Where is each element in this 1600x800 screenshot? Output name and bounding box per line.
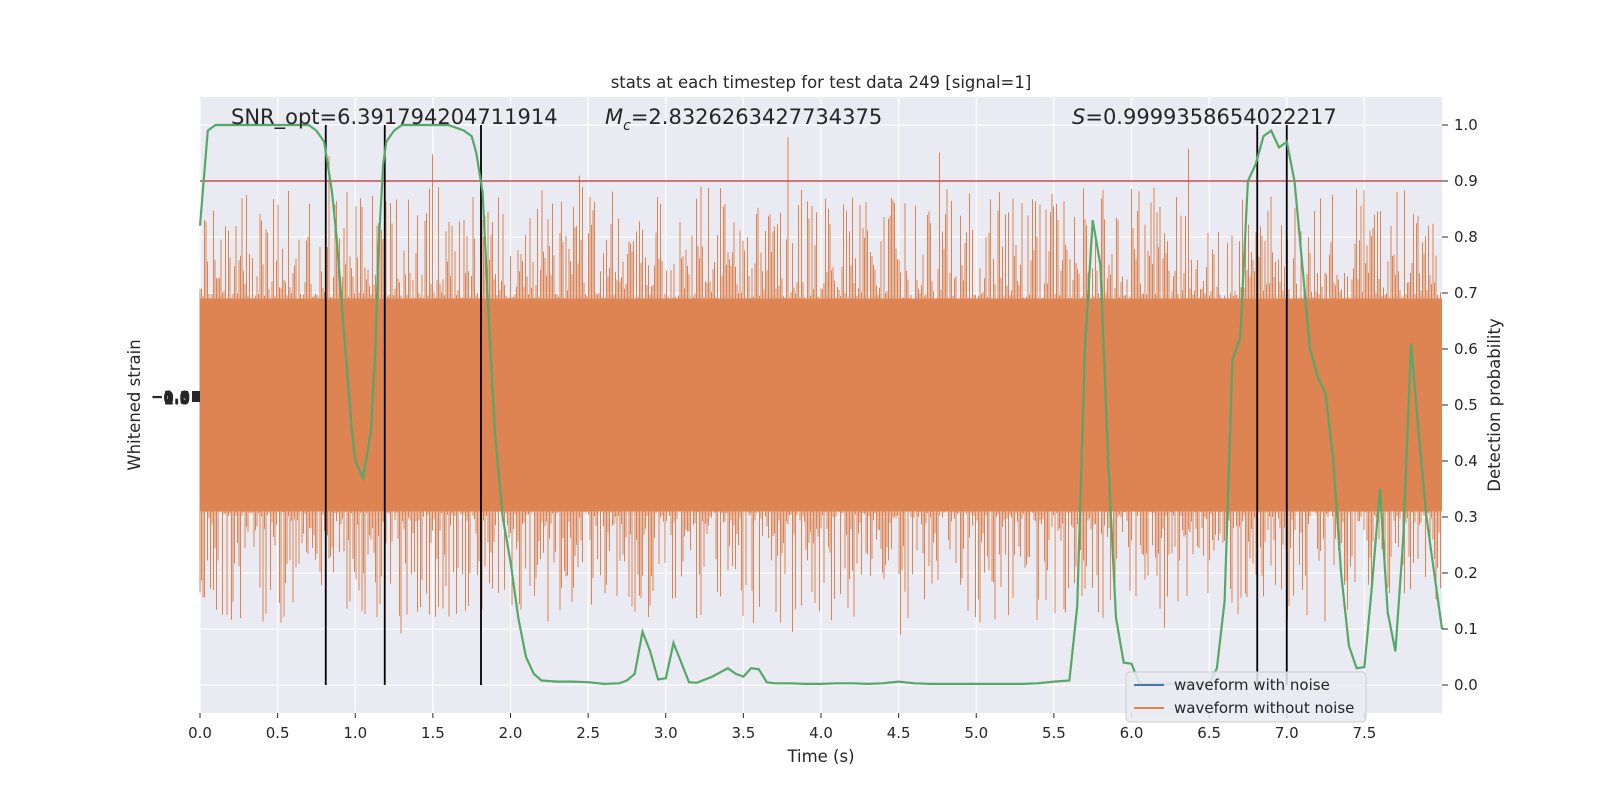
chirp-mass-annotation: Mc=2.8326263427734375 bbox=[605, 105, 882, 134]
x-tick-label: 4.0 bbox=[809, 724, 833, 742]
left-y-tick-mark bbox=[192, 391, 200, 402]
score-symbol: S bbox=[1072, 105, 1085, 129]
x-tick-label: 3.5 bbox=[731, 724, 755, 742]
x-tick-label: 6.5 bbox=[1197, 724, 1221, 742]
x-tick-label: 1.5 bbox=[421, 724, 445, 742]
snr-annotation: SNR_opt=6.391794204711914 bbox=[231, 105, 558, 130]
noise-spikes bbox=[199, 137, 1441, 635]
right-y-tick-label: 0.9 bbox=[1454, 172, 1478, 190]
x-tick-label: 6.0 bbox=[1120, 724, 1144, 742]
right-y-tick-label: 1.0 bbox=[1454, 116, 1478, 134]
legend-box bbox=[1125, 671, 1367, 723]
x-tick-label: 0.5 bbox=[266, 724, 290, 742]
x-axis-ticks: 0.0 0.5 1.0 1.5 2.0 2.5 3.0 3.5 4.0 4.5 5.0 5.5 6.0 6… bbox=[188, 713, 1376, 742]
x-tick-label: 5.5 bbox=[1042, 724, 1066, 742]
chirp-mass-subscript: c bbox=[623, 118, 631, 134]
right-y-tick-label: 0.7 bbox=[1454, 284, 1478, 302]
x-tick-label: 0.0 bbox=[188, 724, 212, 742]
chirp-mass-value: =2.8326263427734375 bbox=[631, 105, 882, 129]
chart-title: stats at each timestep for test data 249… bbox=[611, 73, 1032, 92]
right-y-tick-label: 0.5 bbox=[1454, 396, 1478, 414]
x-tick-label: 4.5 bbox=[887, 724, 911, 742]
x-tick-label: 3.0 bbox=[654, 724, 678, 742]
x-tick-label: 1.0 bbox=[343, 724, 367, 742]
right-y-axis-ticks: 0.0 0.1 0.2 0.3 0.4 0.5 0.6 0.7 0.8 0.9 1.0 bbox=[1442, 116, 1478, 694]
left-y-tick-label: 1.0 bbox=[163, 391, 190, 409]
left-y-tick-label: 0.0 bbox=[163, 389, 190, 407]
x-tick-label: 7.5 bbox=[1352, 724, 1376, 742]
x-axis-label: Time (s) bbox=[786, 747, 854, 766]
left-y-axis-ticks: −1.0−0.50.00.51.0 bbox=[151, 387, 200, 409]
right-y-tick-label: 0.1 bbox=[1454, 620, 1478, 638]
chirp-mass-symbol: M bbox=[605, 105, 623, 129]
right-y-axis-label: Detection probability bbox=[1485, 318, 1504, 492]
legend: waveform with noise waveform without noi… bbox=[1125, 671, 1367, 723]
right-y-tick-label: 0.3 bbox=[1454, 508, 1478, 526]
vertical-marker-lines bbox=[324, 125, 1288, 685]
x-tick-label: 2.0 bbox=[499, 724, 523, 742]
score-annotation: S=0.9999358654022217 bbox=[1072, 105, 1337, 129]
legend-label-with-noise: waveform with noise bbox=[1174, 676, 1330, 694]
plot-area bbox=[198, 97, 1444, 713]
right-y-tick-label: 0.6 bbox=[1454, 340, 1478, 358]
right-y-tick-label: 0.0 bbox=[1454, 676, 1478, 694]
right-y-tick-label: 0.4 bbox=[1454, 452, 1478, 470]
score-value: =0.9999358654022217 bbox=[1085, 105, 1336, 129]
left-y-axis-label: Whitened strain bbox=[125, 339, 144, 470]
x-tick-label: 2.5 bbox=[576, 724, 600, 742]
right-y-tick-label: 0.2 bbox=[1454, 564, 1478, 582]
left-y-tick-label: 0.5 bbox=[163, 390, 190, 408]
right-y-tick-label: 0.8 bbox=[1454, 228, 1478, 246]
detection-probability-line bbox=[198, 123, 1444, 686]
legend-label-without-noise: waveform without noise bbox=[1174, 699, 1354, 717]
left-y-tick-label: −1.0 bbox=[151, 387, 190, 405]
left-y-tick-label: −0.5 bbox=[151, 388, 190, 406]
x-tick-label: 7.0 bbox=[1275, 724, 1299, 742]
waveform-without-noise-trace bbox=[199, 137, 1442, 635]
x-tick-label: 5.0 bbox=[964, 724, 988, 742]
